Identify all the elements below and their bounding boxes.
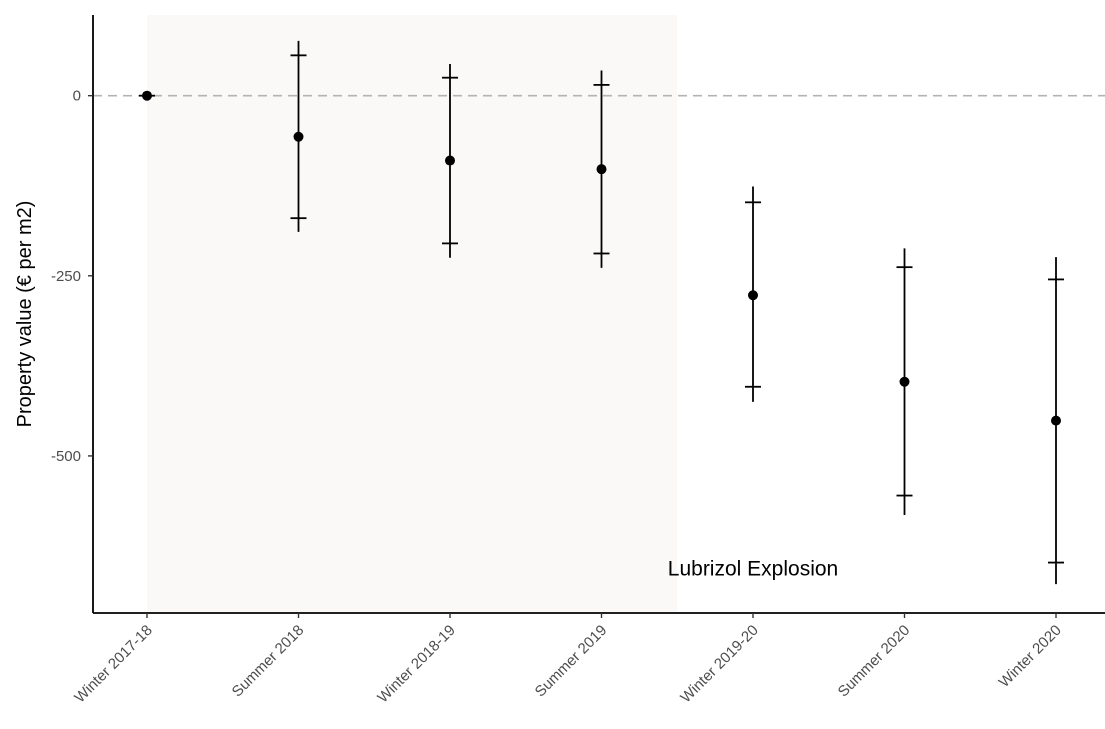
estimate-point [596, 164, 607, 175]
y-axis: 0 -250 -500 [51, 15, 94, 613]
y-tick-label: -250 [51, 268, 81, 285]
estimate-point [142, 90, 152, 101]
y-tick-label: 0 [73, 88, 81, 105]
estimate-point [1051, 415, 1061, 426]
estimate-points [139, 90, 1061, 426]
estimate-point [748, 290, 758, 301]
x-tick-label: Summer 2018 [229, 622, 308, 701]
y-axis-title: Property value (€ per m2) [14, 201, 36, 428]
annotation-lubrizol: Lubrizol Explosion [668, 558, 838, 581]
x-tick-label: Winter 2018-19 [374, 622, 459, 707]
x-tick-label: Winter 2020 [996, 622, 1065, 691]
shaded-region [147, 15, 678, 613]
y-tick-label: -500 [51, 448, 81, 465]
estimate-point [445, 155, 455, 166]
x-tick-label: Winter 2017-18 [71, 622, 156, 707]
x-axis: Winter 2017-18 Summer 2018 Winter 2018-19 S… [71, 612, 1105, 707]
x-tick-label: Winter 2019-20 [677, 622, 762, 707]
x-tick-label: Summer 2019 [532, 622, 611, 701]
estimate-point [293, 131, 304, 142]
estimate-point [899, 376, 910, 387]
x-tick-label: Summer 2020 [835, 622, 914, 701]
